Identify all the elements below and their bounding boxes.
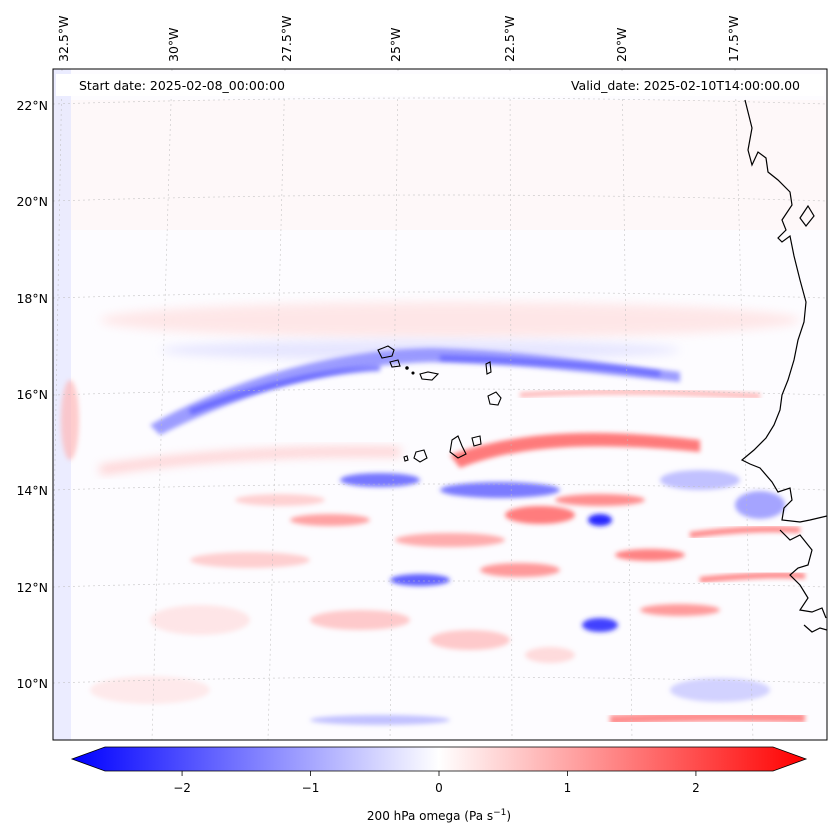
lat-label: 14°N bbox=[16, 483, 48, 498]
lon-label: 32.5°W bbox=[56, 16, 71, 62]
cape-verde-islands bbox=[377, 345, 502, 463]
red-bands bbox=[99, 389, 806, 725]
colorbar-tick-label: 1 bbox=[564, 781, 572, 795]
lon-label: 22.5°W bbox=[502, 16, 517, 62]
colorbar-tick-label: 2 bbox=[692, 781, 700, 795]
lat-label: 10°N bbox=[16, 676, 48, 691]
colorbar-body bbox=[70, 746, 808, 772]
start-date-label: Start date: 2025-02-08_00:00:00 bbox=[79, 78, 285, 93]
map-frame bbox=[52, 68, 828, 741]
lat-label: 22°N bbox=[16, 98, 48, 113]
header-strip bbox=[56, 74, 824, 96]
lat-label: 18°N bbox=[16, 291, 48, 306]
colorbar-ticks: −2 −1 0 1 2 bbox=[173, 771, 700, 795]
lat-label: 12°N bbox=[16, 580, 48, 595]
colorbar-tick-label: 0 bbox=[435, 781, 443, 795]
latitude-labels: 22°N 20°N 18°N 16°N 14°N 12°N 10°N bbox=[16, 98, 48, 691]
colorbar-tick-label: −2 bbox=[173, 781, 191, 795]
lon-label: 20°W bbox=[614, 27, 629, 62]
gridlines bbox=[53, 69, 827, 740]
lon-label: 30°W bbox=[166, 27, 181, 62]
lon-label: 27.5°W bbox=[279, 16, 294, 62]
lat-label: 20°N bbox=[16, 194, 48, 209]
longitude-labels: 32.5°W 30°W 27.5°W 25°W 22.5°W 20°W 17.5… bbox=[56, 16, 741, 62]
colorbar-label: 200 hPa omega (Pa s−1) bbox=[367, 808, 511, 823]
blue-band-16n bbox=[150, 348, 680, 435]
lon-label: 25°W bbox=[388, 27, 403, 62]
colorbar-tick-label: −1 bbox=[302, 781, 320, 795]
coastline bbox=[740, 99, 827, 633]
omega-field bbox=[53, 69, 827, 740]
valid-date-label: Valid_date: 2025-02-10T14:00:00.00 bbox=[571, 78, 800, 93]
lon-label: 17.5°W bbox=[726, 16, 741, 62]
colorbar: −2 −1 0 1 2 200 hPa omega (Pa s−1) bbox=[70, 746, 808, 823]
lat-label: 16°N bbox=[16, 387, 48, 402]
map-panel: Start date: 2025-02-08_00:00:00 Valid_da… bbox=[52, 68, 828, 741]
convective-region bbox=[90, 470, 785, 725]
